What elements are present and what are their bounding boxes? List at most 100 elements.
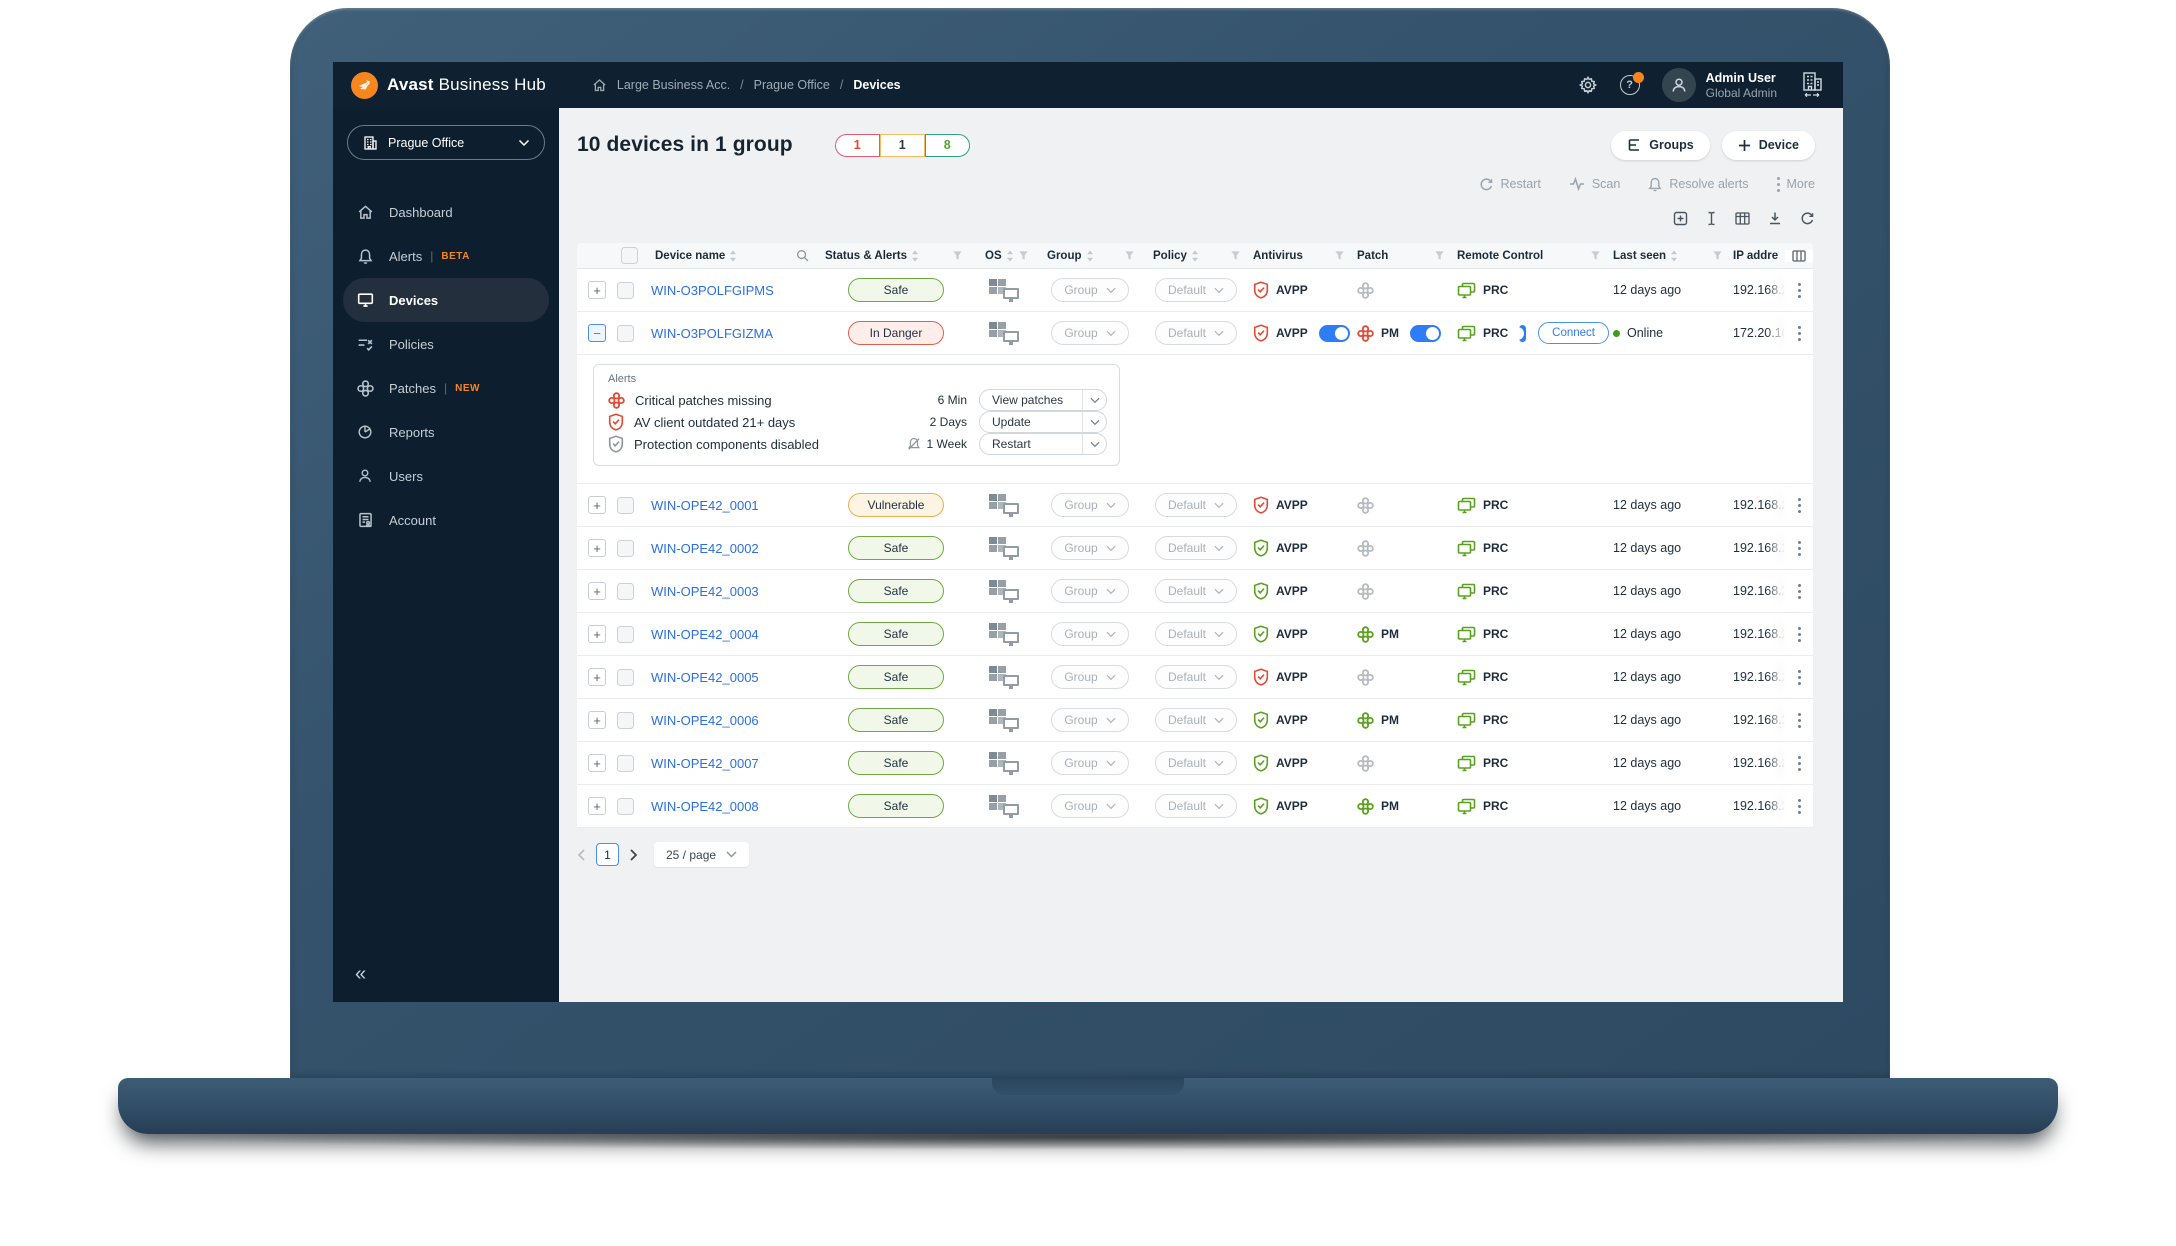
filter-icon[interactable] <box>1230 250 1241 261</box>
group-dropdown[interactable]: Group <box>1051 622 1129 646</box>
column-status[interactable]: Status & Alerts <box>821 250 971 262</box>
device-name-link[interactable]: WIN-OPE42_0005 <box>651 669 759 685</box>
resolve-alerts-button[interactable]: Resolve alerts <box>1648 177 1749 192</box>
site-selector[interactable]: Prague Office <box>347 125 545 160</box>
device-name-link[interactable]: WIN-OPE42_0004 <box>651 626 759 642</box>
sidebar-item-patches[interactable]: Patches | NEW <box>333 366 559 410</box>
policy-dropdown[interactable]: Default <box>1154 321 1238 345</box>
group-dropdown[interactable]: Group <box>1051 751 1129 775</box>
row-menu-button[interactable] <box>1797 589 1801 593</box>
column-group[interactable]: Group <box>1037 250 1143 262</box>
group-dropdown[interactable]: Group <box>1051 579 1129 603</box>
device-name-link[interactable]: WIN-OPE42_0008 <box>651 798 759 814</box>
row-checkbox[interactable] <box>617 625 634 643</box>
column-patch[interactable]: Patch <box>1353 250 1453 262</box>
sort-icon[interactable] <box>1086 250 1094 262</box>
group-dropdown[interactable]: Group <box>1051 665 1129 689</box>
policy-dropdown[interactable]: Default <box>1154 579 1238 603</box>
column-remote-control[interactable]: Remote Control <box>1453 250 1609 262</box>
row-menu-button[interactable] <box>1797 718 1801 722</box>
user-menu[interactable]: Admin User Global Admin <box>1661 68 1777 102</box>
filter-icon[interactable] <box>1018 250 1029 261</box>
column-device-name[interactable]: Device name <box>651 249 821 262</box>
company-switcher-icon[interactable] <box>1799 71 1825 99</box>
row-checkbox[interactable] <box>617 281 634 299</box>
group-dropdown[interactable]: Group <box>1051 321 1129 345</box>
policy-dropdown[interactable]: Default <box>1154 665 1238 689</box>
column-last-seen[interactable]: Last seen <box>1609 250 1731 262</box>
sort-icon[interactable] <box>1191 250 1199 262</box>
sort-icon[interactable] <box>911 250 919 262</box>
group-dropdown[interactable]: Group <box>1051 278 1129 302</box>
policy-dropdown[interactable]: Default <box>1154 794 1238 818</box>
table-view-icon[interactable] <box>1735 211 1750 225</box>
chevron-down-icon[interactable] <box>1082 434 1106 454</box>
chevron-down-icon[interactable] <box>1082 390 1106 410</box>
row-menu-button[interactable] <box>1797 331 1801 335</box>
sidebar-item-devices[interactable]: Devices <box>343 278 549 322</box>
column-os[interactable]: OS <box>971 250 1037 262</box>
add-column-icon[interactable] <box>1673 211 1688 226</box>
row-menu-button[interactable] <box>1797 675 1801 679</box>
brand-logo[interactable]: Avast Business Hub <box>351 71 546 99</box>
restart-button[interactable]: Restart <box>1479 177 1541 192</box>
sidebar-collapse-button[interactable]: « <box>355 963 367 985</box>
sidebar-item-users[interactable]: Users <box>333 454 559 498</box>
device-name-link[interactable]: WIN-OPE42_0002 <box>651 540 759 556</box>
sort-icon[interactable] <box>1006 250 1014 262</box>
expand-button[interactable]: − <box>588 324 606 342</box>
device-name-link[interactable]: WIN-OPE42_0003 <box>651 583 759 599</box>
scan-button[interactable]: Scan <box>1569 177 1620 191</box>
row-checkbox[interactable] <box>617 582 634 600</box>
column-policy[interactable]: Policy <box>1143 250 1249 262</box>
column-ip[interactable]: IP addre <box>1733 249 1779 262</box>
policy-dropdown[interactable]: Default <box>1154 622 1238 646</box>
filter-icon[interactable] <box>952 250 963 261</box>
row-checkbox[interactable] <box>617 711 634 729</box>
device-count-badge[interactable]: 1 <box>834 133 880 157</box>
download-icon[interactable] <box>1768 211 1782 225</box>
policy-dropdown[interactable]: Default <box>1154 751 1238 775</box>
sidebar-item-alerts[interactable]: Alerts | BETA <box>333 234 559 278</box>
expand-button[interactable]: + <box>588 539 606 557</box>
gear-icon[interactable] <box>1578 75 1598 95</box>
column-settings[interactable] <box>1785 249 1813 262</box>
expand-button[interactable]: + <box>588 281 606 299</box>
row-checkbox[interactable] <box>617 797 634 815</box>
prev-page-button[interactable] <box>577 848 586 861</box>
row-checkbox[interactable] <box>617 539 634 557</box>
expand-button[interactable]: + <box>588 582 606 600</box>
select-all-checkbox[interactable] <box>621 247 638 264</box>
breadcrumb-item[interactable]: Large Business Acc. <box>616 78 731 92</box>
next-page-button[interactable] <box>629 848 638 861</box>
policy-dropdown[interactable]: Default <box>1154 493 1238 517</box>
expand-button[interactable]: + <box>588 496 606 514</box>
expand-button[interactable]: + <box>588 668 606 686</box>
page-size-select[interactable]: 25 / page <box>654 842 750 867</box>
device-name-link[interactable]: WIN-OPE42_0006 <box>651 712 759 728</box>
row-menu-button[interactable] <box>1797 632 1801 636</box>
help-icon[interactable]: ? <box>1619 72 1644 95</box>
alert-action-button[interactable]: Restart <box>979 433 1107 455</box>
remote-control-toggle[interactable] <box>1511 324 1527 342</box>
sidebar-item-reports[interactable]: Reports <box>333 410 559 454</box>
group-dropdown[interactable]: Group <box>1051 708 1129 732</box>
expand-button[interactable]: + <box>588 754 606 772</box>
sort-icon[interactable] <box>1670 250 1678 262</box>
groups-button[interactable]: Groups <box>1611 130 1710 160</box>
sidebar-item-account[interactable]: Account <box>333 498 559 542</box>
add-device-button[interactable]: Device <box>1721 130 1815 160</box>
row-checkbox[interactable] <box>617 668 634 686</box>
group-dropdown[interactable]: Group <box>1051 536 1129 560</box>
page-number[interactable]: 1 <box>596 843 619 866</box>
patch-toggle[interactable] <box>1410 324 1441 342</box>
filter-icon[interactable] <box>1434 250 1445 261</box>
policy-dropdown[interactable]: Default <box>1154 708 1238 732</box>
more-button[interactable]: More <box>1776 177 1815 191</box>
search-icon[interactable] <box>796 249 809 262</box>
column-antivirus[interactable]: Antivirus <box>1249 250 1353 262</box>
row-menu-button[interactable] <box>1797 288 1801 292</box>
group-dropdown[interactable]: Group <box>1051 794 1129 818</box>
row-menu-button[interactable] <box>1797 546 1801 550</box>
breadcrumb-item[interactable]: Prague Office <box>753 78 830 92</box>
